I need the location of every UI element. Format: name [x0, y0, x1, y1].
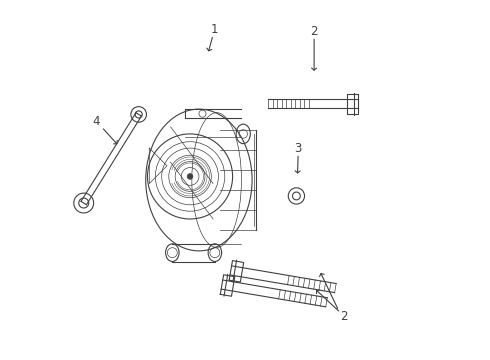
Text: 2: 2 [341, 310, 348, 323]
Text: 1: 1 [211, 23, 219, 36]
Text: 3: 3 [294, 141, 302, 154]
Circle shape [187, 174, 193, 179]
Text: 4: 4 [93, 115, 100, 128]
Text: 2: 2 [310, 24, 318, 38]
